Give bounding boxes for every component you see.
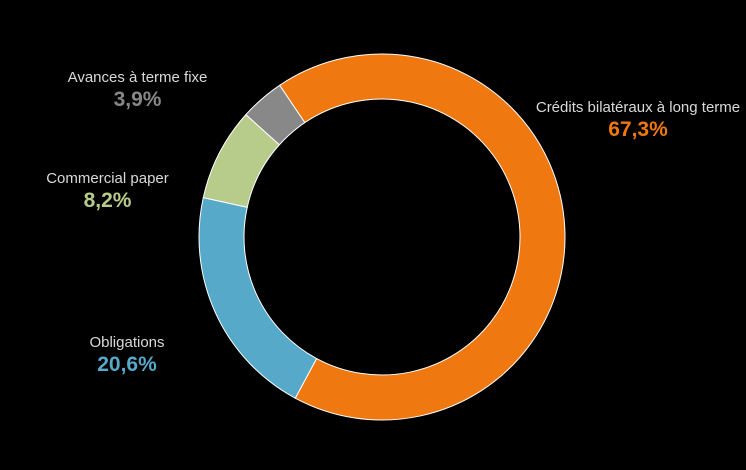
slice-name-avances: Avances à terme fixe (67, 69, 208, 86)
label-commercial-paper: Commercial paper 8,2% (0, 170, 215, 213)
slice-name-obligations: Obligations (89, 334, 165, 351)
label-avances-terme-fixe: Avances à terme fixe 3,9% (30, 69, 245, 112)
slice-avances-terme-fixe (245, 84, 306, 146)
slice-value-obligations: 20,6% (97, 353, 157, 377)
slice-name-credits: Crédits bilatéraux à long terme (535, 99, 741, 116)
slice-name-commercial: Commercial paper (46, 170, 169, 187)
label-obligations: Obligations 20,6% (27, 334, 227, 377)
label-credits-bilateraux: Crédits bilatéraux à long terme 67,3% (528, 99, 746, 142)
slice-value-credits: 67,3% (608, 118, 668, 142)
slice-value-avances: 3,9% (113, 88, 162, 112)
slice-credits-bilateraux (278, 53, 566, 421)
slice-value-commercial: 8,2% (83, 189, 132, 213)
